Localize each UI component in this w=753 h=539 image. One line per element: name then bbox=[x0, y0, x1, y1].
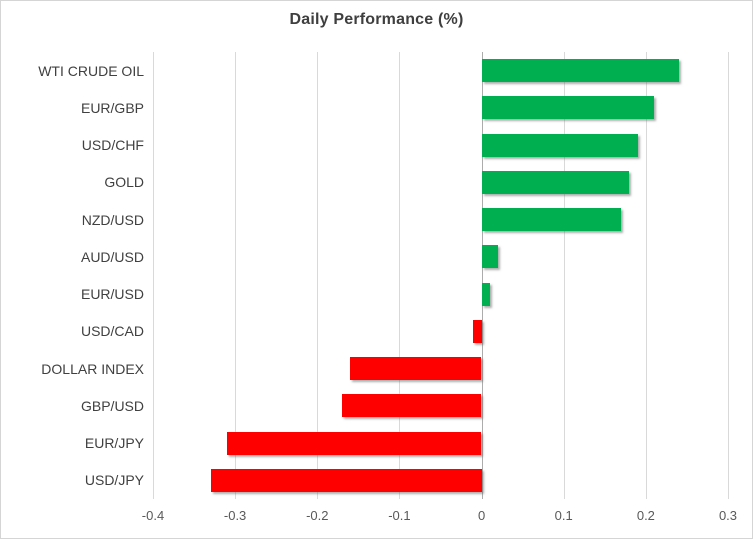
bar-eur-gbp bbox=[481, 96, 655, 120]
category-label: GBP/USD bbox=[80, 397, 144, 414]
x-tick-label: -0.3 bbox=[223, 508, 247, 523]
gridline bbox=[645, 52, 647, 499]
bar-usd-chf bbox=[481, 133, 638, 157]
category-label: DOLLAR INDEX bbox=[41, 360, 144, 377]
category-label: NZD/USD bbox=[81, 211, 144, 228]
bar-aud-usd bbox=[481, 245, 498, 269]
bar-eur-usd bbox=[481, 282, 490, 306]
x-tick-label: 0.3 bbox=[718, 508, 738, 523]
category-label: GOLD bbox=[104, 174, 144, 191]
x-tick-label: -0.2 bbox=[306, 508, 329, 523]
x-tick-label: 0 bbox=[477, 508, 486, 523]
bar-nzd-usd bbox=[481, 208, 622, 232]
bar-gold bbox=[481, 170, 630, 194]
x-tick-label: 0.2 bbox=[636, 508, 655, 523]
gridline bbox=[235, 52, 237, 499]
category-label: AUD/USD bbox=[80, 248, 144, 265]
bar-eur-jpy bbox=[226, 431, 482, 455]
bar-gbp-usd bbox=[341, 394, 482, 418]
bar-dollar-index bbox=[350, 357, 482, 381]
gridline bbox=[563, 52, 565, 499]
gridline bbox=[399, 52, 401, 499]
chart-title: Daily Performance (%) bbox=[289, 11, 464, 28]
zero-axis-line bbox=[481, 52, 483, 499]
gridline bbox=[317, 52, 319, 499]
gridline bbox=[728, 52, 729, 499]
category-label: USD/CAD bbox=[80, 323, 144, 340]
x-tick-label: -0.1 bbox=[388, 508, 411, 523]
bar-usd-jpy bbox=[210, 468, 482, 492]
category-label: EUR/USD bbox=[80, 286, 144, 303]
category-label: WTI CRUDE OIL bbox=[38, 62, 144, 79]
x-tick-label: 0.1 bbox=[554, 508, 573, 523]
category-label: EUR/JPY bbox=[84, 435, 144, 452]
gridline bbox=[153, 52, 154, 499]
x-tick-label: -0.4 bbox=[141, 508, 165, 523]
bar-usd-cad bbox=[473, 319, 482, 343]
category-label: EUR/GBP bbox=[80, 99, 144, 116]
category-label: USD/JPY bbox=[84, 472, 144, 489]
category-label: USD/CHF bbox=[81, 137, 144, 154]
bar-wti-crude-oil bbox=[481, 59, 679, 83]
